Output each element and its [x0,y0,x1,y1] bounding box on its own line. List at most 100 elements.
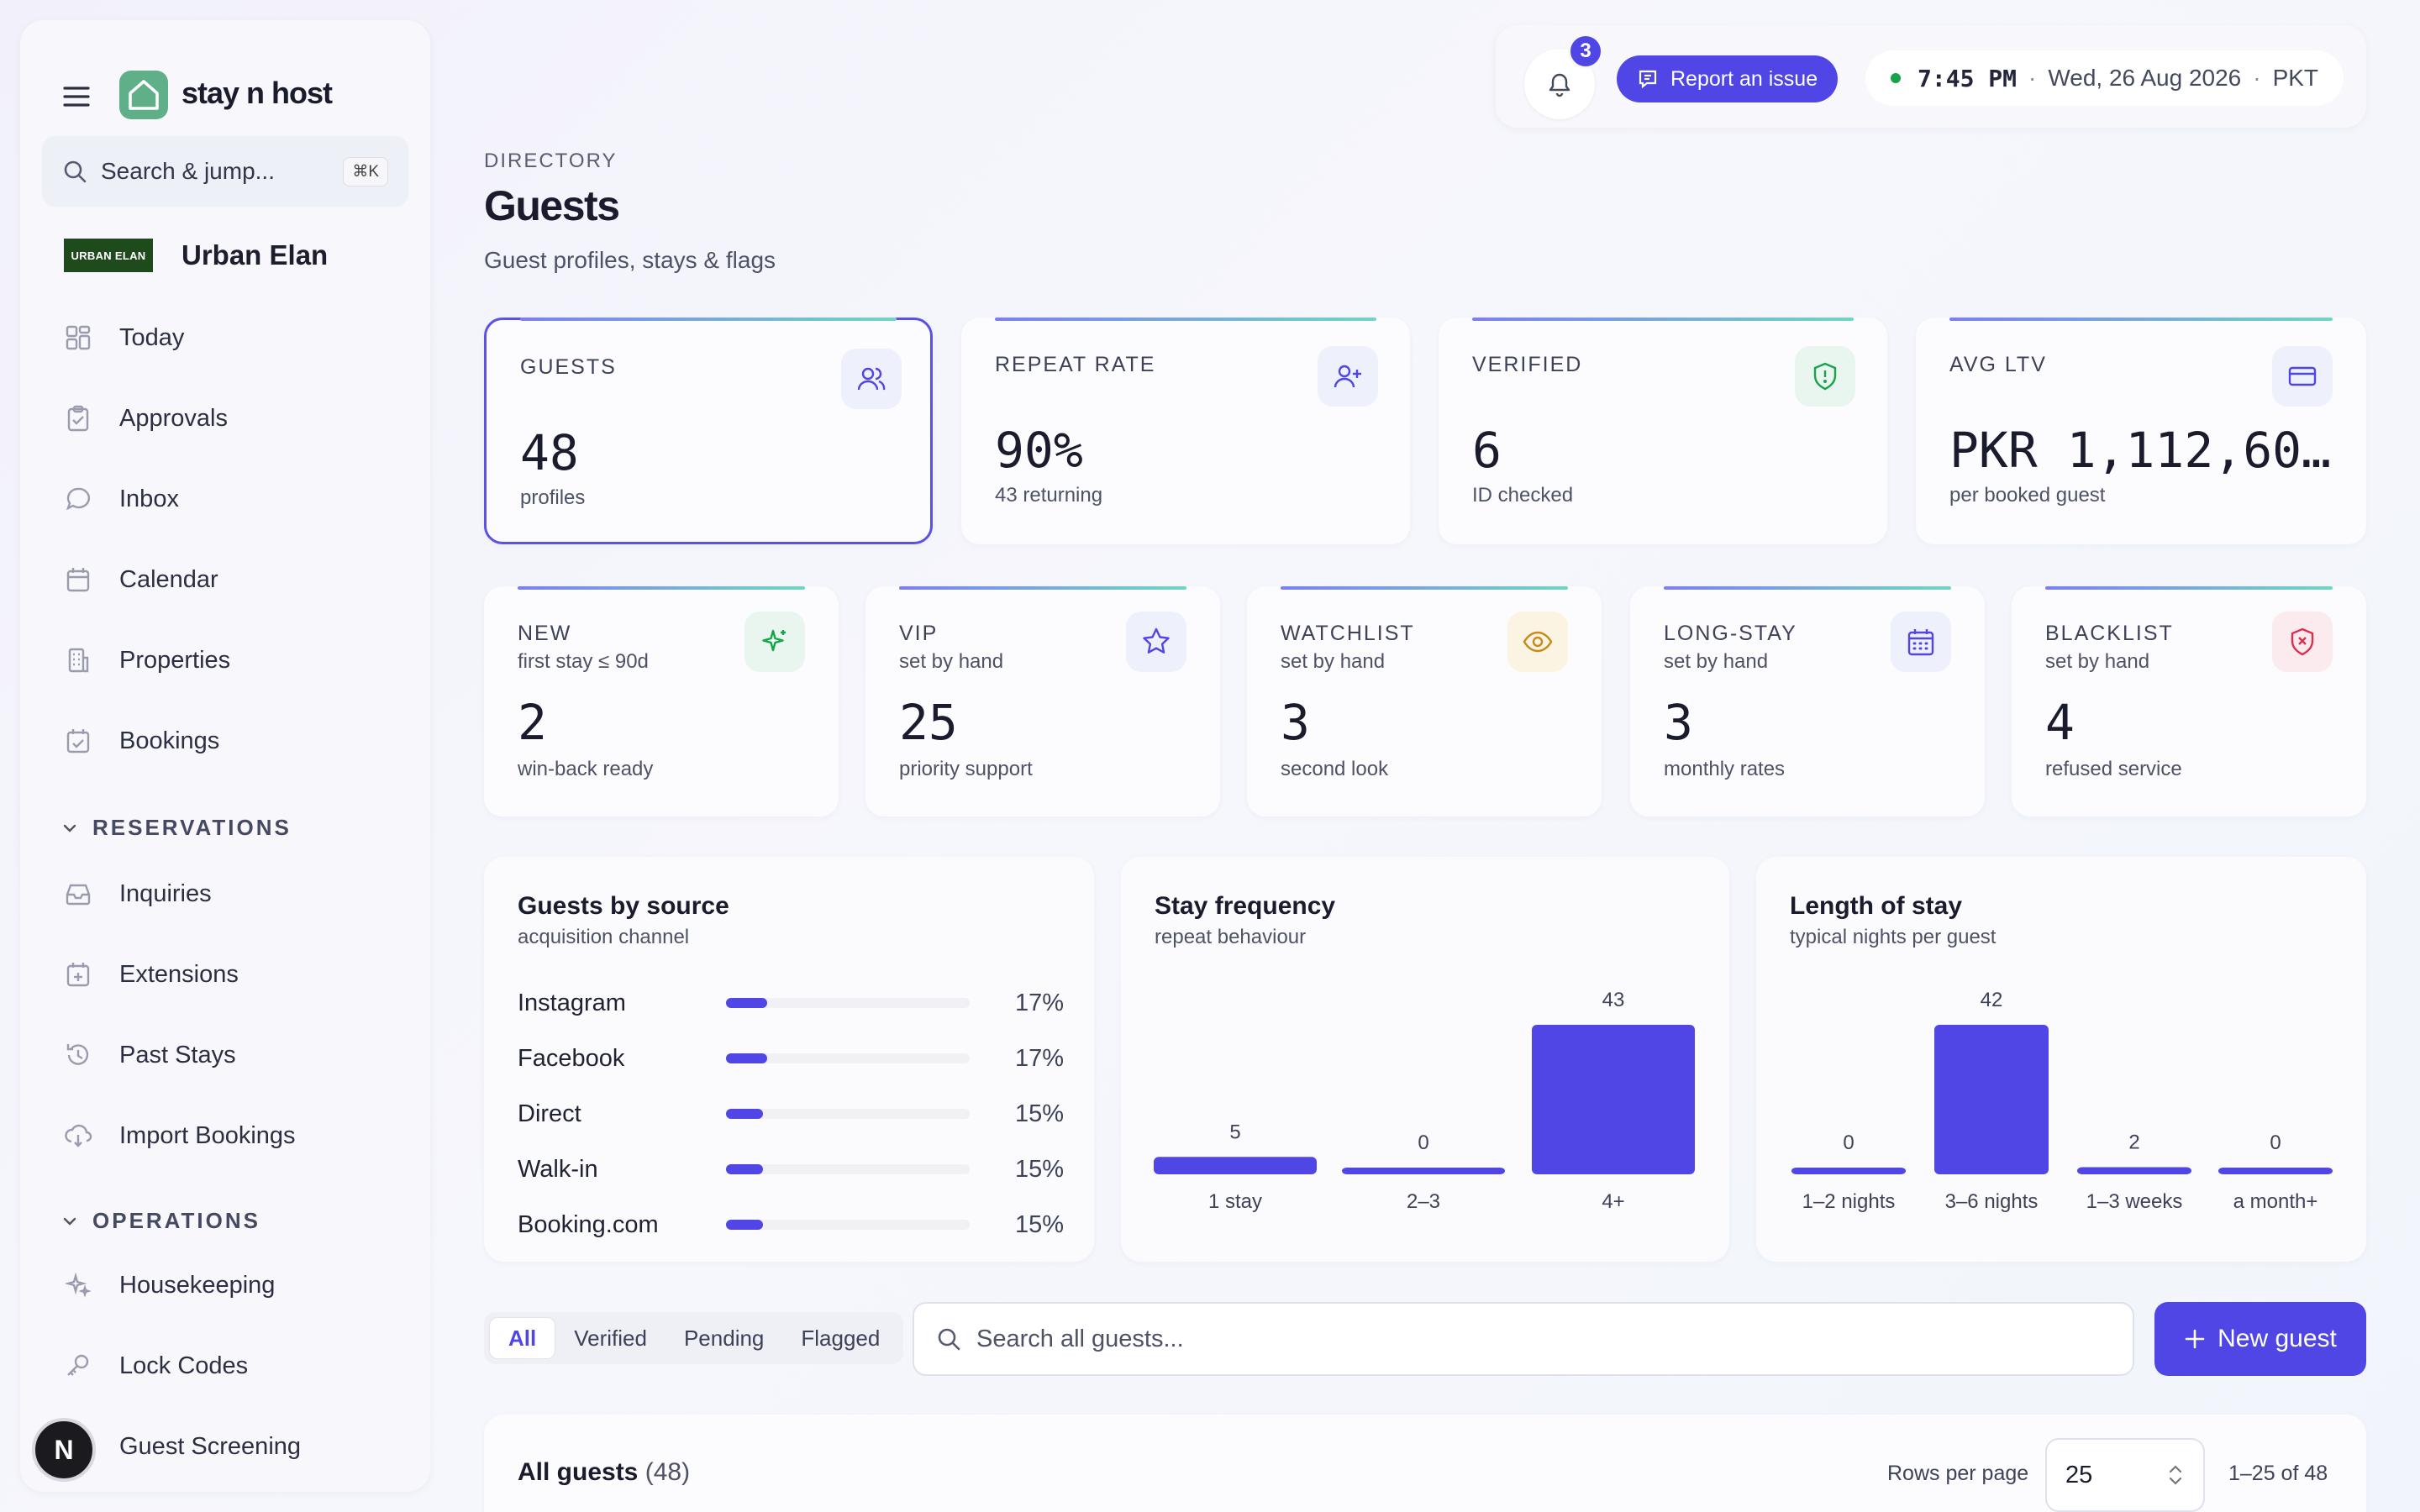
sidebar-item-label: Bookings [119,727,220,754]
app-name: stay n host [182,76,333,110]
stat-sub: win-back ready [518,758,654,780]
bar-value-label: 5 [1229,1121,1240,1143]
app-logo-icon[interactable] [119,71,168,119]
stat-card-watchlist[interactable]: WATCHLIST set by hand 3 second look [1247,586,1602,816]
bar-chart-svg: 0 1–2 nights 42 3–6 nights 2 1–3 weeks 0 a mont… [1791,989,2333,1213]
sidebar-item-today[interactable]: Today [64,312,184,363]
tab-flagged[interactable]: Flagged [801,1325,881,1351]
chart-subtitle: typical nights per guest [1790,926,1996,948]
tab-all[interactable]: All [489,1317,556,1359]
stat-card-blacklist[interactable]: BLACKLIST set by hand 4 refused service [2012,586,2366,816]
inbox-tray-icon [66,884,91,906]
source-bar-bg [726,1164,970,1174]
sidebar-item-label: Import Bookings [119,1121,296,1149]
sidebar-item-housekeeping[interactable]: Housekeeping [64,1260,275,1310]
bar-chart-svg: 5 1 stay 0 2–3 43 4+ [1154,989,1695,1213]
pagination-range: 1–25 of 48 [2228,1462,2328,1485]
chat-bubble-icon [66,487,91,511]
section-reservations[interactable]: RESERVATIONS [60,815,292,841]
stat-value: 2 [518,694,547,751]
stat-card-guests[interactable]: GUESTS 48 profiles [484,318,933,544]
eye-icon [1507,612,1568,672]
panel-stay-frequency: Stay frequency repeat behaviour 5 1 stay 0… [1121,857,1729,1262]
bar [1154,1157,1317,1174]
sidebar-item-label: Calendar [119,565,218,593]
sidebar-item-inbox[interactable]: Inbox [64,474,179,524]
user-plus-icon [1318,346,1378,407]
message-alert-icon [1639,70,1657,89]
bar [1532,1025,1695,1174]
source-row: Booking.com 15% [518,1208,1064,1242]
sidebar-item-bookings[interactable]: Bookings [64,716,219,766]
source-bar [726,1109,763,1119]
stat-card-new[interactable]: NEW first stay ≤ 90d 2 win-back ready [484,586,839,816]
stat-label: LONG-STAY [1664,622,1797,645]
topbar: 3 Report an issue 7:45 PM · Wed, 26 Aug … [1496,25,2366,128]
source-name: Booking.com [518,1210,659,1238]
source-row: Walk-in 15% [518,1152,1064,1186]
calendar-plus-icon [66,963,90,987]
card-accent [518,586,805,590]
sidebar-item-label: Past Stays [119,1041,236,1068]
source-percent: 17% [1014,989,1064,1016]
section-title: RESERVATIONS [92,815,292,840]
sidebar-item-calendar[interactable]: Calendar [64,554,218,605]
source-percent: 15% [1014,1100,1064,1127]
table-title: All guests (48) [518,1458,690,1487]
source-bar-track [726,1053,970,1063]
stat-card-avg-ltv[interactable]: AVG LTV PKR 1,112,60... per booked guest [1916,318,2366,544]
bar-category-label: 2–3 [1407,1190,1440,1213]
section-operations[interactable]: OPERATIONS [60,1208,260,1234]
org-switcher[interactable]: URBAN ELAN Urban Elan [64,239,328,272]
shortcut-hint: ⌘K [343,156,388,186]
chevron-updown-icon [2169,1465,2182,1485]
sidebar-item-approvals[interactable]: Approvals [64,393,228,444]
stat-desc: first stay ≤ 90d [518,650,649,673]
source-bar-track [726,1220,970,1230]
stat-label: VERIFIED [1472,353,1583,376]
chart-subtitle: repeat behaviour [1155,926,1307,948]
chevron-down-icon [63,1217,76,1226]
bar-category-label: 1–2 nights [1802,1190,1896,1213]
stat-value: 4 [2045,694,2075,751]
guest-search-input[interactable]: Search all guests... [913,1302,2134,1376]
tab-verified[interactable]: Verified [574,1325,647,1351]
sidebar-item-properties[interactable]: Properties [64,635,230,685]
calendar-grid-icon [1891,612,1951,672]
stat-card-long-stay[interactable]: LONG-STAY set by hand 3 monthly rates [1630,586,1985,816]
report-issue-button[interactable]: Report an issue [1617,55,1839,102]
rows-per-page-select[interactable]: 25 [2045,1438,2205,1512]
stat-card-verified[interactable]: VERIFIED 6 ID checked [1439,318,1887,544]
source-bar-bg [726,1109,970,1119]
source-name: Direct [518,1100,581,1127]
users-icon [841,349,902,409]
stat-label: NEW [518,622,572,645]
sidebar-item-extensions[interactable]: Extensions [64,949,239,1000]
stat-sub: priority support [899,758,1033,780]
stat-sub: monthly rates [1664,758,1786,780]
card-accent [899,586,1186,590]
bar [1342,1168,1505,1174]
org-logo: URBAN ELAN [64,239,153,272]
sidebar-item-import-bookings[interactable]: Import Bookings [64,1110,296,1161]
page-subtitle: Guest profiles, stays & flags [484,247,776,273]
source-bar [726,998,768,1008]
chart-title: Guests by source [518,892,729,920]
menu-icon[interactable] [62,84,91,109]
source-bar [726,1053,768,1063]
sidebar-search[interactable]: Search & jump... ⌘K [42,136,408,207]
plus-icon [2185,1329,2205,1349]
stat-card-repeat-rate[interactable]: REPEAT RATE 90% 43 returning [961,318,1410,544]
bar-value-label: 43 [1602,989,1625,1011]
calendar-icon [66,568,90,592]
sidebar-item-guest-screening[interactable]: Guest Screening [64,1421,301,1472]
sidebar-item-lock-codes[interactable]: Lock Codes [64,1341,248,1391]
source-name: Walk-in [518,1155,598,1183]
new-guest-button[interactable]: New guest [2154,1302,2366,1376]
sidebar-item-inquiries[interactable]: Inquiries [64,869,212,919]
stat-sub: second look [1281,758,1389,780]
sidebar-item-past-stays[interactable]: Past Stays [64,1030,236,1080]
tab-pending[interactable]: Pending [683,1325,765,1351]
stat-card-vip[interactable]: VIP set by hand 25 priority support [865,586,1220,816]
user-avatar[interactable]: N [32,1418,96,1482]
